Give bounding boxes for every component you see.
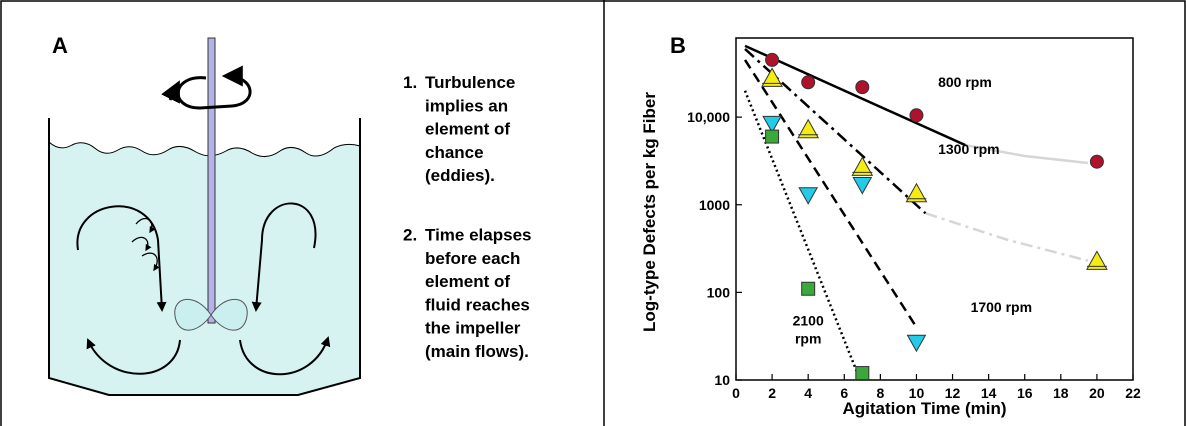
data-point-circle [1089, 154, 1104, 169]
defects-chart: 0 2 4 6 8 10 12 14 16 18 20 22 10 100 1000 10,000 Agitat… [640, 37, 1141, 418]
panel-b-letter: B [670, 33, 686, 58]
list-item-2-line: fluid reaches [425, 295, 530, 314]
trend-extension [925, 212, 1089, 262]
eddy-swirls [131, 217, 160, 272]
x-tick-label: 16 [1017, 385, 1033, 401]
liquid-surface [48, 141, 361, 157]
x-tick-label: 14 [981, 385, 997, 401]
data-point-triangle-up [761, 67, 783, 87]
flow-arrow-lower-left [86, 338, 181, 375]
list-item-2-line: Time elapses [425, 226, 531, 245]
x-tick-label: 22 [1125, 385, 1141, 401]
panel-a-letter: A [52, 33, 68, 58]
data-point-square [801, 281, 816, 296]
data-point-circle [765, 52, 780, 67]
x-tick-label: 10 [909, 385, 925, 401]
list-item-1-line: (eddies). [425, 166, 495, 185]
data-point-circle [855, 80, 870, 95]
trend-extension [964, 143, 1089, 165]
impeller-icon [174, 298, 248, 331]
flow-arrow-upper-right [251, 202, 317, 312]
flow-arrow-upper-left [76, 205, 167, 312]
list-number-1: 1. [403, 73, 417, 92]
tank-icon [48, 118, 361, 396]
list-item-2-line: the impeller [425, 319, 521, 338]
series-label-line2: rpm [795, 330, 821, 346]
trend-line [743, 59, 918, 328]
x-tick-label: 0 [732, 385, 740, 401]
list-item-1-line: Turbulence [425, 73, 515, 92]
series-label: 2100 [793, 312, 824, 328]
list-item-2-line: element of [425, 272, 510, 291]
data-point-triangle-up [797, 118, 820, 139]
data-point-triangle-up [851, 156, 874, 176]
data-point-square [765, 129, 780, 144]
data-point-triangle-up [905, 182, 928, 203]
panel-b: B 0 2 4 6 8 10 12 14 16 18 20 22 10 100 1000 10,000 Agit… [640, 33, 1141, 418]
x-tick-label: 8 [876, 385, 884, 401]
y-tick-label: 10,000 [687, 109, 730, 125]
y-tick-label: 1000 [699, 197, 730, 213]
data-point-triangle-down [906, 334, 927, 353]
x-tick-label: 20 [1089, 385, 1105, 401]
x-tick-label: 12 [945, 385, 961, 401]
data-point-circle [909, 108, 924, 123]
y-axis-title: Log-type Defects per kg Fiber [640, 92, 659, 332]
series-label: 1300 rpm [938, 141, 999, 157]
rotation-arrow-icon [161, 65, 252, 110]
data-point-triangle-down [852, 177, 873, 195]
data-point-triangle-up [1086, 250, 1108, 270]
explanation-list: 1. Turbulence implies an element of chance (e… [403, 73, 531, 361]
trend-line [744, 44, 966, 147]
series-label: 1700 rpm [971, 299, 1032, 315]
tank-liquid [49, 142, 360, 395]
x-tick-label: 4 [804, 385, 812, 401]
flow-arrow-lower-right [239, 336, 331, 376]
x-tick-label: 18 [1053, 385, 1069, 401]
x-tick-label: 2 [768, 385, 776, 401]
list-item-1-line: implies an [425, 96, 508, 115]
list-item-1-line: chance [425, 143, 484, 162]
list-item-2-line: (main flows). [425, 342, 529, 361]
plot-frame [735, 37, 1134, 381]
x-axis-title: Agitation Time (min) [842, 399, 1006, 418]
data-point-triangle-down [762, 115, 782, 134]
y-tick-label: 100 [707, 284, 731, 300]
data-point-triangle-down [798, 187, 819, 205]
list-number-2: 2. [403, 226, 417, 245]
data-point-square [855, 366, 870, 381]
y-tick-label: 10 [714, 372, 730, 388]
list-item-1-line: element of [425, 120, 510, 139]
series-label: 800 rpm [938, 74, 992, 90]
data-point-circle [801, 75, 816, 90]
trend-line [744, 48, 927, 215]
impeller-shaft [207, 37, 216, 324]
x-tick-label: 6 [840, 385, 848, 401]
trend-line [743, 90, 860, 377]
list-item-2-line: before each [425, 249, 520, 268]
